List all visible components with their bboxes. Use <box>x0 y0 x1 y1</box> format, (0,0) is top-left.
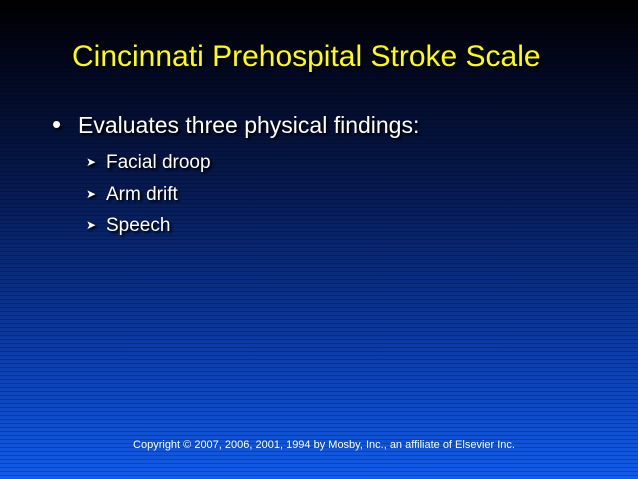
arrowhead-bullet-icon: ➤ <box>86 186 97 201</box>
sub-bullet-item: ➤ Speech <box>86 210 211 242</box>
sub-bullet-text: Speech <box>106 215 171 236</box>
sub-bullet-item: ➤ Arm drift <box>86 179 211 211</box>
sub-bullet-list: ➤ Facial droop ➤ Arm drift ➤ Speech <box>86 147 211 242</box>
bullet-dot-icon: • <box>52 109 62 139</box>
sub-bullet-text: Arm drift <box>106 183 178 205</box>
arrowhead-bullet-icon: ➤ <box>86 218 97 232</box>
slide-title: Cincinnati Prehospital Stroke Scale <box>72 40 541 73</box>
copyright-notice: Copyright © 2007, 2006, 2001, 1994 by Mo… <box>133 439 515 451</box>
arrowhead-bullet-icon: ➤ <box>86 155 97 169</box>
sub-bullet-item: ➤ Facial droop <box>86 147 211 179</box>
sub-bullet-text: Facial droop <box>106 152 211 173</box>
main-bullet: • Evaluates three physical findings: <box>52 109 420 139</box>
main-bullet-text: Evaluates three physical findings: <box>78 112 420 138</box>
